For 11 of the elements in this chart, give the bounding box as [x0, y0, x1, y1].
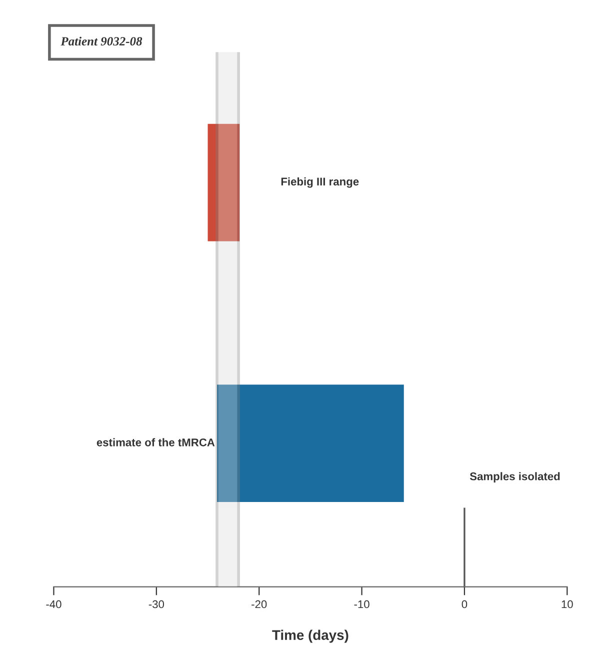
x-tick-label: 0 [462, 600, 468, 608]
ref-line-label: Samples isolated [470, 472, 560, 482]
x-tick-label: 10 [562, 600, 573, 608]
y-tick-label: Fiebig III range [281, 177, 359, 188]
x-axis-title: Time (days) [272, 630, 348, 643]
x-tick-label: -30 [148, 600, 164, 608]
x-tick-label: -40 [46, 600, 62, 608]
y-tick-label: estimate of the tMRCA [96, 438, 215, 446]
text: Patient 9032-08 [60, 36, 142, 46]
x-tick-label: -20 [252, 600, 267, 608]
x-tick-label: -10 [354, 600, 370, 608]
